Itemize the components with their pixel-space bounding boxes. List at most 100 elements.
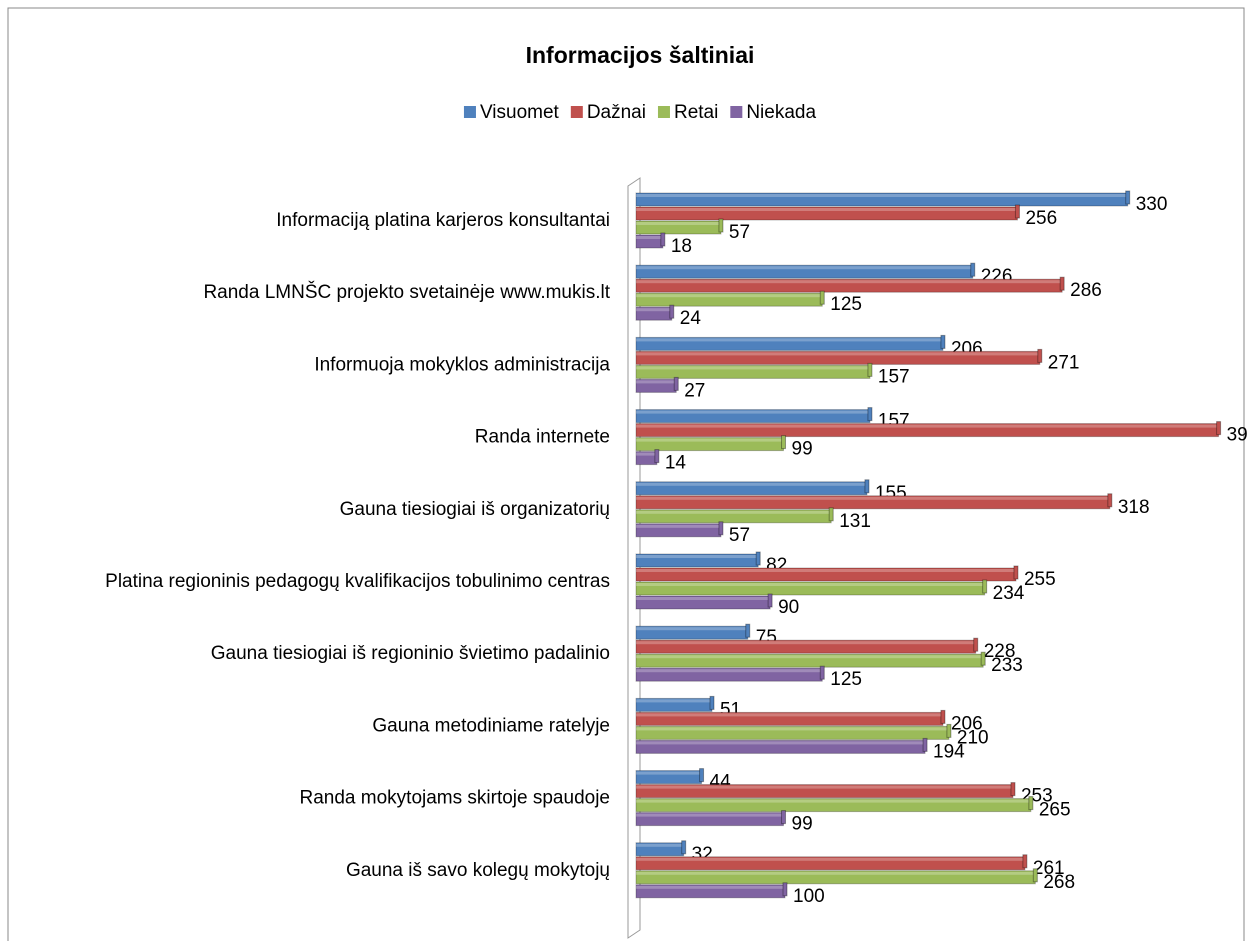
- bar-highlight: [636, 597, 771, 600]
- bar-highlight: [636, 380, 677, 384]
- bar-highlight: [636, 713, 943, 717]
- category-label: Randa LMNŠC projekto svetainėje www.muki…: [203, 281, 610, 303]
- bar-end: [1216, 421, 1222, 436]
- bar-end: [867, 407, 873, 422]
- bar-end: [946, 723, 952, 738]
- bar-highlight: [636, 785, 1013, 789]
- bar-highlight: [636, 410, 870, 414]
- bar-end: [973, 637, 979, 652]
- bar-end: [1059, 276, 1065, 291]
- chart-border: [7, 7, 1245, 941]
- bar-highlight: [636, 555, 759, 558]
- bar-highlight: [636, 655, 984, 659]
- bar-end: [669, 304, 675, 319]
- category-label: Gauna metodiniame ratelyje: [372, 715, 610, 736]
- data-label: 99: [792, 439, 813, 460]
- bar-highlight: [636, 222, 721, 225]
- legend-label: Dažnai: [587, 102, 646, 123]
- bar-highlight: [636, 294, 823, 298]
- data-label: 255: [1024, 569, 1056, 590]
- legend-label: Visuomet: [480, 102, 560, 123]
- data-label: 131: [839, 511, 871, 532]
- bar-end: [982, 579, 988, 594]
- bar-highlight: [636, 843, 684, 847]
- bar-end: [755, 551, 761, 566]
- data-label: 233: [991, 655, 1023, 676]
- bar-end: [781, 810, 787, 825]
- data-label: 318: [1118, 497, 1150, 518]
- bar-end: [1013, 565, 1019, 580]
- data-label: 125: [830, 294, 862, 315]
- category-label: Gauna tiesiogiai iš organizatorių: [340, 499, 610, 520]
- bar-highlight: [636, 627, 748, 631]
- bar-end: [819, 665, 825, 680]
- data-label: 206: [951, 713, 983, 734]
- data-label: 18: [671, 236, 692, 257]
- bar-highlight: [636, 236, 663, 239]
- category-label: Informaciją platina karjeros konsultanta…: [276, 210, 610, 231]
- data-label: 57: [729, 222, 750, 243]
- bar-end: [718, 521, 724, 536]
- data-label: 157: [878, 366, 910, 387]
- data-label: 261: [1033, 858, 1065, 879]
- data-label: 210: [957, 727, 989, 748]
- data-label: 14: [665, 453, 687, 474]
- bar-highlight: [636, 669, 823, 673]
- bar-end: [828, 507, 834, 522]
- bar-highlight: [636, 366, 870, 370]
- data-label: 57: [729, 525, 750, 546]
- bar-highlight: [636, 727, 949, 731]
- bar-highlight: [636, 438, 784, 442]
- bar-highlight: [636, 280, 1063, 284]
- data-label: 256: [1025, 208, 1057, 229]
- bar-highlight: [636, 194, 1128, 197]
- bar-highlight: [636, 699, 712, 703]
- bar-end: [654, 449, 660, 464]
- bar-end: [767, 593, 773, 608]
- bar-highlight: [636, 641, 976, 645]
- bar-highlight: [636, 338, 943, 342]
- bar-end: [673, 376, 679, 391]
- category-label: Gauna tiesiogiai iš regioninio švietimo …: [211, 643, 610, 664]
- data-label: 330: [1136, 194, 1168, 215]
- category-label: Informuoja mokyklos administracija: [314, 354, 610, 375]
- bar-highlight: [636, 424, 1219, 428]
- bar-end: [940, 334, 946, 349]
- legend: Visuomet Dažnai Retai Niekada: [463, 102, 816, 123]
- bar-end: [922, 737, 928, 752]
- bar-highlight: [636, 857, 1025, 861]
- bar-highlight: [636, 510, 832, 514]
- bar-end: [1028, 796, 1034, 811]
- bar-highlight: [636, 771, 702, 775]
- legend-swatch: [657, 106, 670, 118]
- bar-end: [819, 290, 825, 305]
- data-label: 24: [680, 308, 702, 329]
- bar-end: [1037, 348, 1043, 363]
- bar-end: [709, 695, 715, 710]
- bar-end: [1010, 782, 1016, 797]
- category-label: Platina regioninis pedagogų kvalifikacij…: [105, 571, 610, 592]
- bar-highlight: [636, 266, 973, 270]
- data-label: 100: [793, 886, 825, 907]
- data-label: 194: [933, 741, 965, 762]
- bar-end: [1125, 190, 1131, 205]
- data-label: 268: [1043, 872, 1075, 893]
- category-label: Randa mokytojams skirtoje spaudoje: [300, 788, 611, 809]
- chart-title: Informacijos šaltiniai: [526, 42, 755, 68]
- category-label: Randa internete: [475, 427, 610, 448]
- bar-highlight: [636, 813, 784, 817]
- legend-swatch: [570, 106, 583, 118]
- bar-highlight: [636, 208, 1018, 211]
- bar-highlight: [636, 452, 657, 456]
- legend-swatch: [463, 106, 476, 118]
- bar-end: [1022, 854, 1028, 869]
- data-label: 90: [778, 597, 799, 618]
- data-label: 27: [684, 380, 705, 401]
- data-label: 125: [830, 669, 862, 690]
- data-label: 286: [1070, 280, 1102, 301]
- bar-end: [867, 362, 873, 377]
- bar-end: [864, 479, 870, 494]
- bar-highlight: [636, 885, 785, 889]
- bar-end: [940, 709, 946, 724]
